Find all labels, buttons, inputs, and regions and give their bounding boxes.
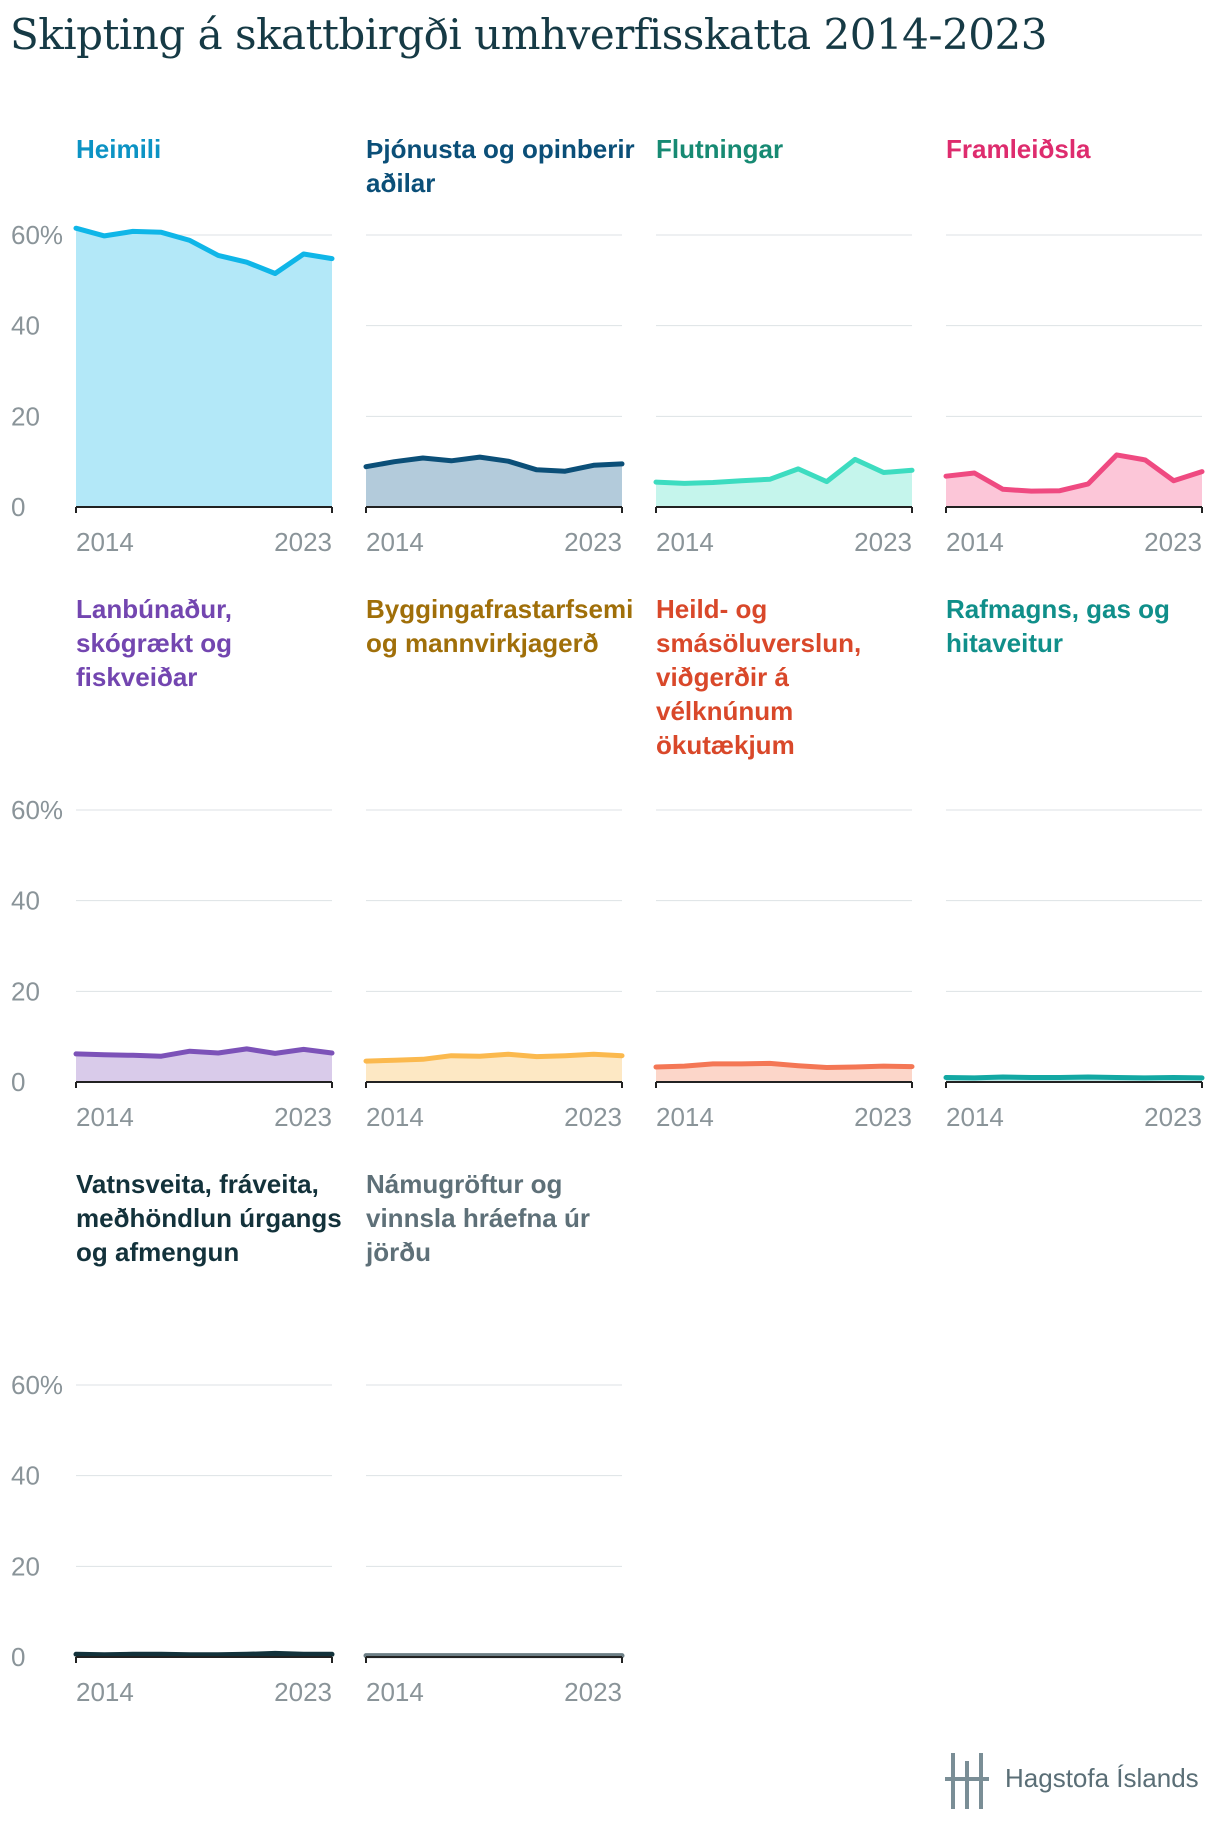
series-line <box>73 225 335 276</box>
x-tick-label: 2014 <box>946 527 1004 557</box>
x-tick-label: 2023 <box>274 1102 332 1132</box>
series-line <box>73 1046 335 1059</box>
y-tick-label: 0 <box>11 492 25 522</box>
panel-2: 2014 2023 <box>363 234 625 557</box>
x-tick-label: 2023 <box>564 1102 622 1132</box>
x-tick-label: 2014 <box>76 1102 134 1132</box>
x-tick-label: 2023 <box>1144 1102 1202 1132</box>
series-area <box>366 457 622 507</box>
series-line <box>943 1074 1205 1081</box>
panel-title: Flutningar <box>656 134 784 164</box>
series-area <box>366 1054 622 1082</box>
small-multiples-chart: 2014 2023 0 20 40 60% 2014 2023 2014 2023 2014 2023… <box>11 220 1205 1707</box>
x-tick-label: 2023 <box>564 527 622 557</box>
x-tick-label: 2014 <box>366 527 424 557</box>
series-line <box>363 454 625 474</box>
panel-title: Vatnsveita, fráveita, meðhöndlun úrgangs… <box>76 1169 342 1267</box>
y-tick-label: 20 <box>11 976 40 1006</box>
x-tick-label: 2023 <box>1144 527 1202 557</box>
y-tick-label: 0 <box>11 1067 25 1097</box>
panel-9: 2014 2023 0 20 40 60% <box>11 1370 335 1707</box>
y-tick-label: 60% <box>11 1370 63 1400</box>
chart-title: Skipting á skattbirgði umhverfisskatta 2… <box>10 10 1047 59</box>
panel-title: Heimili <box>76 134 162 164</box>
y-tick-label: 40 <box>11 311 40 341</box>
y-tick-label: 40 <box>11 1461 40 1491</box>
y-tick-label: 0 <box>11 1642 25 1672</box>
panel-title: Framleiðsla <box>946 134 1091 164</box>
hagstofa-mark-icon <box>945 1753 989 1809</box>
y-tick-label: 20 <box>11 1551 40 1581</box>
series-area <box>946 454 1202 507</box>
panel-title: Þjónusta og opinberir aðilar <box>366 134 635 198</box>
panel-7: 2014 2023 <box>653 809 915 1132</box>
x-tick-label: 2023 <box>564 1677 622 1707</box>
y-tick-label: 60% <box>11 795 63 825</box>
x-tick-label: 2023 <box>274 527 332 557</box>
panel-title: Námugröftur og vinnsla hráefna úr jörðu <box>366 1169 590 1267</box>
x-tick-label: 2014 <box>76 527 134 557</box>
x-tick-label: 2023 <box>274 1677 332 1707</box>
x-tick-label: 2023 <box>854 1102 912 1132</box>
series-line <box>943 452 1205 494</box>
x-tick-label: 2014 <box>656 527 714 557</box>
panel-10: 2014 2023 <box>363 1384 625 1707</box>
panel-title: Heild- og smásöluverslun, viðgerðir á vé… <box>656 594 862 760</box>
x-tick-label: 2014 <box>366 1102 424 1132</box>
series-line <box>73 1650 335 1658</box>
panel-5: 2014 2023 0 20 40 60% <box>11 795 335 1132</box>
panel-title: Lanbúnaður, skógrækt og fiskveiðar <box>76 594 233 692</box>
series-area <box>656 459 912 507</box>
y-tick-label: 40 <box>11 886 40 916</box>
panel-title: Rafmagns, gas og hitaveitur <box>946 594 1170 658</box>
x-tick-label: 2014 <box>76 1677 134 1707</box>
panel-3: 2014 2023 <box>653 234 915 557</box>
series-line <box>653 456 915 486</box>
series-area <box>76 228 332 507</box>
x-tick-label: 2014 <box>656 1102 714 1132</box>
hagstofa-logo: Hagstofa Íslands <box>945 1753 1205 1809</box>
y-tick-label: 20 <box>11 401 40 431</box>
panel-8: 2014 2023 <box>943 809 1205 1132</box>
y-tick-label: 60% <box>11 220 63 250</box>
panel-6: 2014 2023 <box>363 809 625 1132</box>
x-tick-label: 2014 <box>946 1102 1004 1132</box>
x-tick-label: 2014 <box>366 1677 424 1707</box>
panel-title: Byggingafrastarfsemi og mannvirkjagerð <box>366 594 634 658</box>
panel-1: 2014 2023 0 20 40 60% <box>11 220 335 557</box>
series-line <box>653 1060 915 1070</box>
x-tick-label: 2023 <box>854 527 912 557</box>
logo-text: Hagstofa Íslands <box>1005 1763 1199 1793</box>
series-line <box>363 1051 625 1064</box>
panel-4: 2014 2023 <box>943 234 1205 557</box>
